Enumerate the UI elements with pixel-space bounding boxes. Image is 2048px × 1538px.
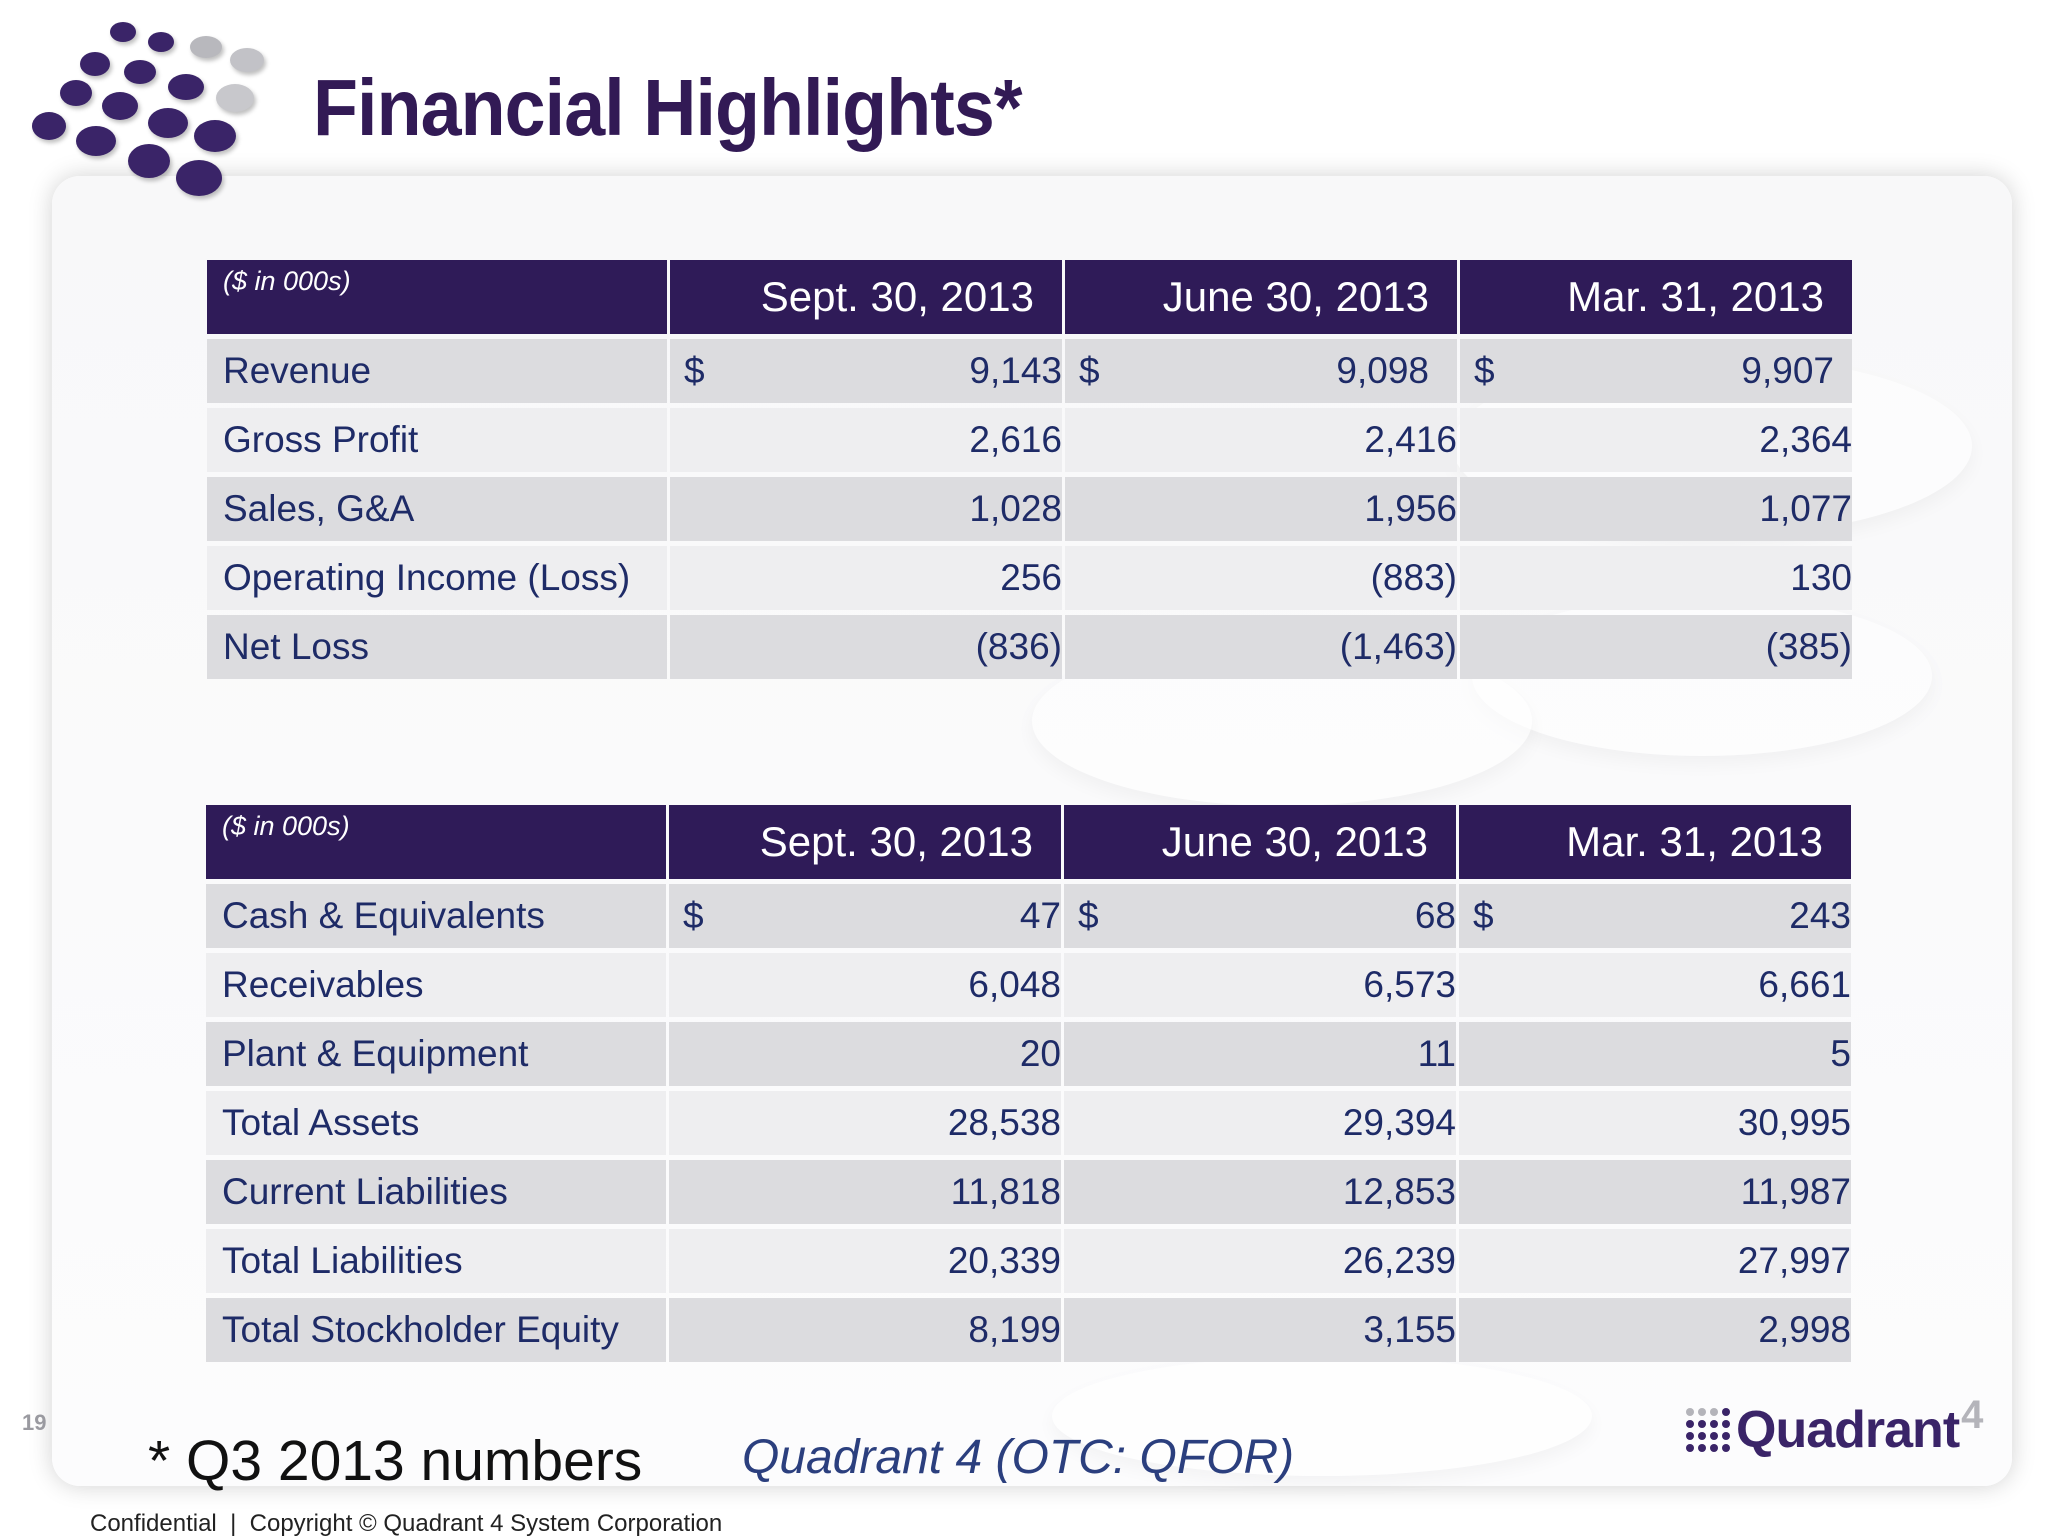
table-row-plant-equipment: Plant & Equipment 20 11 5 bbox=[206, 1022, 1851, 1086]
table-row-revenue: Revenue $9,143 $9,098 $9,907 bbox=[207, 339, 1852, 403]
cell-value: 28,538 bbox=[947, 1102, 1061, 1143]
row-label: Current Liabilities bbox=[206, 1160, 666, 1224]
table-row-sales-ga: Sales, G&A 1,028 1,956 1,077 bbox=[207, 477, 1852, 541]
dots-logo bbox=[18, 12, 278, 212]
footnote: * Q3 2013 numbers bbox=[148, 1429, 643, 1493]
currency-symbol: $ bbox=[1078, 895, 1099, 936]
cell-value: 2,364 bbox=[1759, 419, 1852, 460]
copyright-notice: Confidential | Copyright © Quadrant 4 Sy… bbox=[90, 1510, 723, 1537]
cell-value: 8,199 bbox=[968, 1309, 1061, 1350]
cell-value: 29,394 bbox=[1342, 1102, 1456, 1143]
row-label: Receivables bbox=[206, 953, 666, 1017]
column-header-sept-2013: Sept. 30, 2013 bbox=[670, 260, 1062, 334]
ticker-label: Quadrant 4 (OTC: QFOR) bbox=[742, 1431, 1295, 1484]
cell-value: (883) bbox=[1370, 557, 1457, 598]
page-title: Financial Highlights* bbox=[313, 63, 1022, 152]
currency-symbol: $ bbox=[684, 350, 705, 391]
cell-value: 6,661 bbox=[1758, 964, 1851, 1005]
column-header-june-2013: June 30, 2013 bbox=[1064, 805, 1456, 879]
cell-value: 12,853 bbox=[1342, 1171, 1456, 1212]
unit-label: ($ in 000s) bbox=[206, 805, 666, 879]
cell-value: 9,907 bbox=[1741, 350, 1834, 391]
table-row-stockholder-equity: Total Stockholder Equity 8,199 3,155 2,9… bbox=[206, 1298, 1851, 1362]
cell-value: 2,416 bbox=[1364, 419, 1457, 460]
cell-value: (836) bbox=[975, 626, 1062, 667]
cell-value: 130 bbox=[1790, 557, 1852, 598]
income-table: ($ in 000s) Sept. 30, 2013 June 30, 2013… bbox=[204, 255, 1855, 684]
currency-symbol: $ bbox=[1079, 350, 1100, 391]
table-row-receivables: Receivables 6,048 6,573 6,661 bbox=[206, 953, 1851, 1017]
cell-value: 5 bbox=[1830, 1033, 1851, 1074]
row-label: Net Loss bbox=[207, 615, 667, 679]
cell-value: 1,077 bbox=[1759, 488, 1852, 529]
table-row-net-loss: Net Loss (836) (1,463) (385) bbox=[207, 615, 1852, 679]
column-header-sept-2013: Sept. 30, 2013 bbox=[669, 805, 1061, 879]
row-label: Cash & Equivalents bbox=[206, 884, 666, 948]
row-label: Total Liabilities bbox=[206, 1229, 666, 1293]
cell-value: 9,143 bbox=[969, 350, 1062, 391]
brand-dots-icon bbox=[1686, 1408, 1730, 1452]
cell-value: 3,155 bbox=[1363, 1309, 1456, 1350]
cell-value: 2,616 bbox=[969, 419, 1062, 460]
cell-value: 27,997 bbox=[1737, 1240, 1851, 1281]
cell-value: 243 bbox=[1789, 895, 1851, 936]
balance-header-row: ($ in 000s) Sept. 30, 2013 June 30, 2013… bbox=[206, 805, 1851, 879]
cell-value: 1,956 bbox=[1364, 488, 1457, 529]
cell-value: 9,098 bbox=[1336, 350, 1429, 391]
row-label: Total Stockholder Equity bbox=[206, 1298, 666, 1362]
cell-value: 11 bbox=[1417, 1033, 1456, 1074]
currency-symbol: $ bbox=[1473, 895, 1494, 936]
cell-value: 6,048 bbox=[968, 964, 1061, 1005]
row-label: Plant & Equipment bbox=[206, 1022, 666, 1086]
currency-symbol: $ bbox=[683, 895, 704, 936]
cell-value: 30,995 bbox=[1737, 1102, 1851, 1143]
row-label: Operating Income (Loss) bbox=[207, 546, 667, 610]
cell-value: 20,339 bbox=[947, 1240, 1061, 1281]
table-row-gross-profit: Gross Profit 2,616 2,416 2,364 bbox=[207, 408, 1852, 472]
table-row-total-liabilities: Total Liabilities 20,339 26,239 27,997 bbox=[206, 1229, 1851, 1293]
page-number: 19 bbox=[22, 1410, 47, 1435]
brand-name: Quadrant bbox=[1736, 1401, 1960, 1459]
row-label: Total Assets bbox=[206, 1091, 666, 1155]
cell-value: 2,998 bbox=[1758, 1309, 1851, 1350]
table-row-cash: Cash & Equivalents $47 $68 $243 bbox=[206, 884, 1851, 948]
cell-value: (1,463) bbox=[1339, 626, 1457, 667]
cell-value: 1,028 bbox=[969, 488, 1062, 529]
column-header-mar-2013: Mar. 31, 2013 bbox=[1460, 260, 1852, 334]
row-label: Sales, G&A bbox=[207, 477, 667, 541]
table-row-operating-income: Operating Income (Loss) 256 (883) 130 bbox=[207, 546, 1852, 610]
column-header-mar-2013: Mar. 31, 2013 bbox=[1459, 805, 1851, 879]
table-row-current-liabilities: Current Liabilities 11,818 12,853 11,987 bbox=[206, 1160, 1851, 1224]
cell-value: 20 bbox=[1019, 1033, 1061, 1074]
income-header-row: ($ in 000s) Sept. 30, 2013 June 30, 2013… bbox=[207, 260, 1852, 334]
currency-symbol: $ bbox=[1474, 350, 1495, 391]
table-row-total-assets: Total Assets 28,538 29,394 30,995 bbox=[206, 1091, 1851, 1155]
cell-value: 47 bbox=[1019, 895, 1061, 936]
row-label: Revenue bbox=[207, 339, 667, 403]
decorative-shape bbox=[1052, 1356, 1592, 1476]
balance-table: ($ in 000s) Sept. 30, 2013 June 30, 2013… bbox=[203, 800, 1854, 1367]
cell-value: 256 bbox=[1000, 557, 1062, 598]
unit-label: ($ in 000s) bbox=[207, 260, 667, 334]
cell-value: 68 bbox=[1414, 895, 1456, 936]
cell-value: 11,987 bbox=[1740, 1171, 1851, 1212]
brand-superscript: 4 bbox=[1961, 1393, 1984, 1437]
column-header-june-2013: June 30, 2013 bbox=[1065, 260, 1457, 334]
cell-value: 11,818 bbox=[950, 1171, 1061, 1212]
cell-value: (385) bbox=[1765, 626, 1852, 667]
row-label: Gross Profit bbox=[207, 408, 667, 472]
quadrant4-logo: Quadrant 4 bbox=[1686, 1393, 1983, 1460]
cell-value: 26,239 bbox=[1342, 1240, 1456, 1281]
cell-value: 6,573 bbox=[1363, 964, 1456, 1005]
